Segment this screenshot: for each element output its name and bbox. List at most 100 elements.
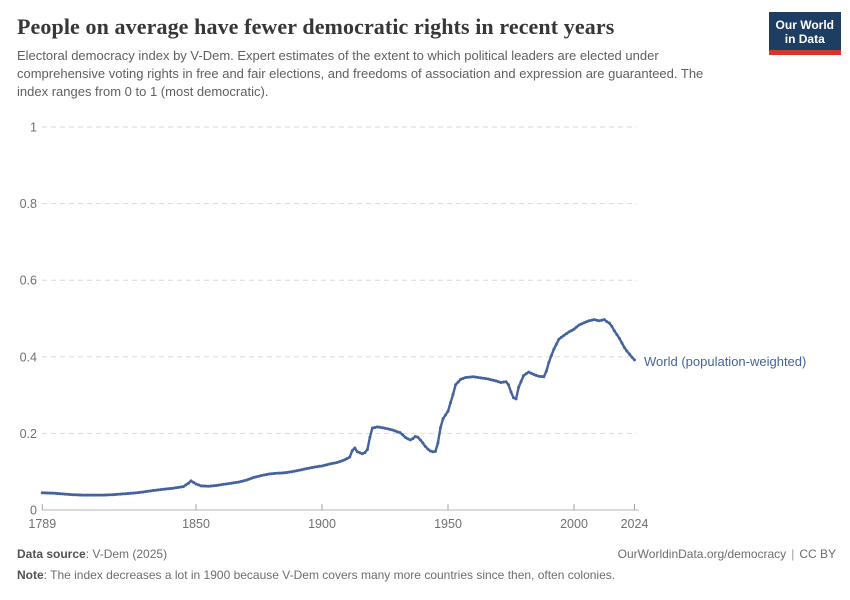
data-point[interactable] xyxy=(360,452,364,456)
data-point[interactable] xyxy=(376,425,379,429)
data-point[interactable] xyxy=(292,469,296,473)
data-point[interactable] xyxy=(547,361,551,364)
data-point[interactable] xyxy=(272,472,276,475)
data-point[interactable] xyxy=(391,428,395,432)
data-point[interactable] xyxy=(176,485,180,489)
data-point[interactable] xyxy=(290,470,294,474)
data-point[interactable] xyxy=(48,491,52,495)
data-point[interactable] xyxy=(433,449,437,453)
data-point[interactable] xyxy=(247,477,251,481)
data-point[interactable] xyxy=(406,437,410,441)
data-point[interactable] xyxy=(181,485,185,489)
data-point[interactable] xyxy=(426,447,430,451)
data-point[interactable] xyxy=(136,491,140,495)
data-point[interactable] xyxy=(411,437,415,441)
data-point[interactable] xyxy=(517,385,521,389)
data-point[interactable] xyxy=(78,493,82,497)
data-point[interactable] xyxy=(559,335,563,339)
data-point[interactable] xyxy=(161,487,165,491)
data-point[interactable] xyxy=(45,491,49,495)
data-point[interactable] xyxy=(154,488,158,492)
data-point[interactable] xyxy=(373,426,377,429)
data-point[interactable] xyxy=(499,381,503,384)
data-point[interactable] xyxy=(194,482,198,486)
data-point[interactable] xyxy=(474,375,478,379)
data-point[interactable] xyxy=(595,318,599,322)
data-point[interactable] xyxy=(189,479,193,483)
data-point[interactable] xyxy=(398,431,402,435)
data-point[interactable] xyxy=(514,397,518,401)
data-point[interactable] xyxy=(91,493,95,497)
data-point[interactable] xyxy=(496,380,500,384)
data-point[interactable] xyxy=(217,483,221,487)
data-point[interactable] xyxy=(368,435,372,439)
data-point[interactable] xyxy=(124,492,127,496)
data-point[interactable] xyxy=(55,492,59,495)
data-point[interactable] xyxy=(413,435,417,438)
data-point[interactable] xyxy=(340,459,344,463)
data-point[interactable] xyxy=(297,468,301,472)
data-point[interactable] xyxy=(139,490,143,494)
data-point[interactable] xyxy=(129,491,132,495)
data-point[interactable] xyxy=(126,492,130,495)
data-point[interactable] xyxy=(212,484,216,488)
data-point[interactable] xyxy=(582,321,586,325)
data-point[interactable] xyxy=(101,493,105,497)
data-point[interactable] xyxy=(570,329,573,333)
data-point[interactable] xyxy=(156,488,160,492)
data-point[interactable] xyxy=(118,492,122,496)
data-point[interactable] xyxy=(345,457,349,460)
data-point[interactable] xyxy=(358,451,362,455)
data-point[interactable] xyxy=(265,473,269,476)
data-point[interactable] xyxy=(489,378,493,382)
data-point[interactable] xyxy=(96,493,100,497)
data-point[interactable] xyxy=(184,483,188,487)
data-point[interactable] xyxy=(585,320,589,324)
data-point[interactable] xyxy=(386,427,389,431)
data-point[interactable] xyxy=(567,330,571,334)
data-point[interactable] xyxy=(610,324,614,328)
data-point[interactable] xyxy=(512,396,515,400)
data-point[interactable] xyxy=(479,376,483,380)
data-point[interactable] xyxy=(461,376,465,380)
data-point[interactable] xyxy=(287,470,291,474)
data-point[interactable] xyxy=(310,466,314,470)
data-point[interactable] xyxy=(350,449,354,453)
data-point[interactable] xyxy=(446,409,450,413)
data-point[interactable] xyxy=(418,438,422,442)
data-point[interactable] xyxy=(333,461,337,465)
data-point[interactable] xyxy=(428,449,432,453)
data-point[interactable] xyxy=(237,480,241,484)
data-point[interactable] xyxy=(320,464,324,468)
data-point[interactable] xyxy=(590,318,594,322)
data-point[interactable] xyxy=(421,441,425,445)
data-point[interactable] xyxy=(280,471,284,475)
data-point[interactable] xyxy=(134,491,137,495)
data-point[interactable] xyxy=(262,473,266,477)
data-point[interactable] xyxy=(441,417,445,421)
data-point[interactable] xyxy=(464,376,468,379)
data-point[interactable] xyxy=(401,433,405,437)
data-point[interactable] xyxy=(403,435,407,439)
data-point[interactable] xyxy=(63,492,67,496)
world-series-line[interactable] xyxy=(41,318,636,497)
data-point[interactable] xyxy=(313,465,316,469)
data-point[interactable] xyxy=(539,375,543,378)
data-point[interactable] xyxy=(224,482,228,486)
data-point[interactable] xyxy=(239,479,243,483)
data-point[interactable] xyxy=(116,492,120,496)
data-point[interactable] xyxy=(602,318,606,322)
data-point[interactable] xyxy=(519,380,523,383)
data-point[interactable] xyxy=(491,378,495,382)
data-point[interactable] xyxy=(335,461,339,464)
data-point[interactable] xyxy=(86,493,90,497)
data-point[interactable] xyxy=(166,487,170,491)
data-point[interactable] xyxy=(381,426,384,430)
data-point[interactable] xyxy=(227,482,231,486)
data-point[interactable] xyxy=(408,438,412,442)
data-point[interactable] xyxy=(557,337,561,341)
data-point[interactable] xyxy=(252,475,256,479)
data-point[interactable] xyxy=(98,493,102,497)
data-point[interactable] xyxy=(315,465,319,469)
